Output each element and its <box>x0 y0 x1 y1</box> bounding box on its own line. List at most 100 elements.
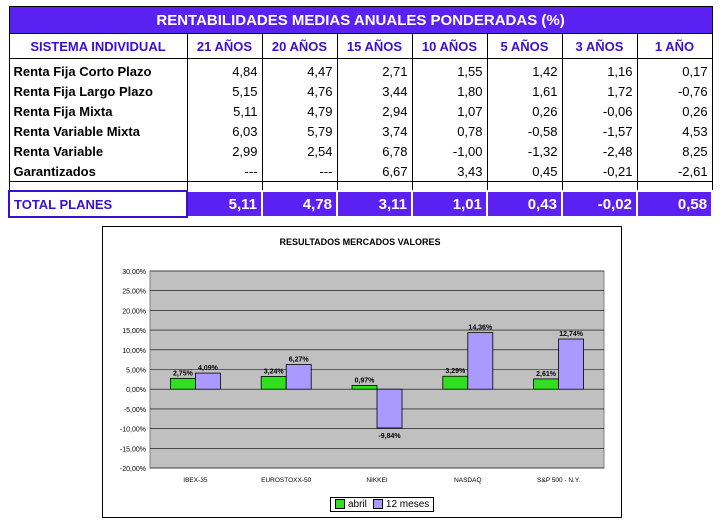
table-title-row: RENTABILIDADES MEDIAS ANUALES PONDERADAS… <box>8 6 713 34</box>
cell-value: 2,99 <box>186 141 263 161</box>
total-value: 0,43 <box>486 190 563 218</box>
cell-value: 0,26 <box>486 101 563 121</box>
category-label: NIKKEI <box>366 477 388 484</box>
data-label: 0,97% <box>355 377 376 384</box>
cell-value: -1,32 <box>486 141 563 161</box>
table-row: Renta Fija Largo Plazo 5,15 4,76 3,44 1,80 1,… <box>8 81 713 101</box>
cell-value: -1,00 <box>411 141 488 161</box>
bar-abril <box>260 376 287 390</box>
cell-value: 0,26 <box>636 101 713 121</box>
cell-value: -0,21 <box>561 161 638 182</box>
data-label: 3,29% <box>445 368 466 375</box>
cell-value: 4,84 <box>186 58 263 81</box>
data-label: 14,36% <box>468 325 493 332</box>
cell-value: 1,07 <box>411 101 488 121</box>
legend-item-12-meses: 12 meses <box>372 499 430 510</box>
y-tick-label: 10,00% <box>122 348 146 355</box>
bar-12-meses <box>558 338 585 390</box>
cell-value: 0,78 <box>411 121 488 141</box>
bar-12-meses <box>467 332 494 390</box>
bar-abril <box>170 377 196 390</box>
table-row: Renta Variable 2,99 2,54 6,78 -1,00 -1,32 -2,4… <box>8 141 713 161</box>
row-label: Renta Fija Largo Plazo <box>8 81 188 101</box>
market-results-chart: RESULTADOS MERCADOS VALORES 30,00% 25,00% 2… <box>102 226 622 518</box>
cell-value: 6,03 <box>186 121 263 141</box>
cell-value: -1,57 <box>561 121 638 141</box>
total-row: TOTAL PLANES 5,11 4,78 3,11 1,01 0,43 -0,02 0,5… <box>8 190 714 218</box>
category-label: IBEX-35 <box>183 477 208 484</box>
table-row: Renta Fija Corto Plazo 4,84 4,47 2,71 1,55 1,… <box>8 58 713 81</box>
y-tick-label: 5,00% <box>126 368 146 375</box>
header-col-4: 10 AÑOS <box>411 33 488 59</box>
table-spacer-row <box>8 181 713 192</box>
cell-value: -0,76 <box>636 81 713 101</box>
cell-value: 4,76 <box>261 81 338 101</box>
bar-12-meses <box>195 372 221 390</box>
legend-label-12-meses: 12 meses <box>385 499 430 510</box>
cell-value: 8,25 <box>636 141 713 161</box>
y-tick-label: -5,00% <box>124 407 146 414</box>
total-value: 1,01 <box>411 190 488 218</box>
table-header-row: SISTEMA INDIVIDUAL 21 AÑOS 20 AÑOS 15 AÑOS 1… <box>8 33 713 59</box>
cell-value: 5,79 <box>261 121 338 141</box>
header-col-7: 1 AÑO <box>636 33 713 59</box>
cell-value: 6,78 <box>336 141 413 161</box>
y-tick-label: -10,00% <box>120 427 146 434</box>
total-label: TOTAL PLANES <box>8 190 188 218</box>
y-tick-label: -20,00% <box>120 466 146 473</box>
legend-swatch-12-meses <box>372 499 383 510</box>
row-label: Renta Fija Corto Plazo <box>8 58 188 81</box>
row-label: Renta Variable Mixta <box>8 121 188 141</box>
cell-value: 5,11 <box>186 101 263 121</box>
returns-table-container: RENTABILIDADES MEDIAS ANUALES PONDERADAS… <box>8 6 714 218</box>
data-label: 2,61% <box>536 371 557 378</box>
data-label: 2,75% <box>173 370 194 377</box>
y-tick-label: 20,00% <box>122 308 146 315</box>
total-value: 3,11 <box>336 190 413 218</box>
data-label: 6,27% <box>289 356 310 363</box>
table-row: Garantizados --- --- 6,67 3,43 0,45 -0,21 -2,61 <box>8 161 713 182</box>
y-tick-label: 0,00% <box>126 387 146 394</box>
data-label: 4,09% <box>198 365 219 372</box>
bar-12-meses <box>376 388 403 429</box>
data-label: 12,74% <box>559 331 584 338</box>
cell-value: 2,54 <box>261 141 338 161</box>
legend-label-abril: abril <box>348 499 367 510</box>
cell-value: 4,79 <box>261 101 338 121</box>
cell-value: --- <box>261 161 338 182</box>
header-col-3: 15 AÑOS <box>336 33 413 59</box>
cell-value: --- <box>186 161 263 182</box>
legend-item-abril: abril <box>335 499 367 510</box>
header-col-5: 5 AÑOS <box>486 33 563 59</box>
total-value: 0,58 <box>635 190 714 218</box>
bar-abril <box>351 384 378 390</box>
returns-table: RENTABILIDADES MEDIAS ANUALES PONDERADAS… <box>8 6 714 218</box>
cell-value: 3,44 <box>336 81 413 101</box>
cell-value: 1,42 <box>486 58 563 81</box>
cell-value: 0,17 <box>636 58 713 81</box>
cell-value: 2,94 <box>336 101 413 121</box>
cell-value: 3,74 <box>336 121 413 141</box>
cell-value: -0,58 <box>486 121 563 141</box>
cell-value: 1,72 <box>561 81 638 101</box>
bar-abril <box>533 378 560 390</box>
cell-value: 1,16 <box>561 58 638 81</box>
header-col-1: 21 AÑOS <box>186 33 263 59</box>
cell-value: 1,80 <box>411 81 488 101</box>
cell-value: 5,15 <box>186 81 263 101</box>
legend-swatch-abril <box>335 499 345 510</box>
data-label: 3,24% <box>264 368 285 375</box>
cell-value: 0,45 <box>486 161 563 182</box>
total-value: -0,02 <box>561 190 638 218</box>
chart-canvas: RESULTADOS MERCADOS VALORES 30,00% 25,00% 2… <box>120 237 605 484</box>
y-tick-label: 15,00% <box>122 328 146 335</box>
row-label: Garantizados <box>8 161 188 182</box>
cell-value: -0,06 <box>561 101 638 121</box>
chart-legend: abril 12 meses <box>330 497 435 512</box>
header-col-2: 20 AÑOS <box>261 33 338 59</box>
chart-title: RESULTADOS MERCADOS VALORES <box>279 237 440 247</box>
row-label: Renta Variable <box>8 141 188 161</box>
header-sistema-individual: SISTEMA INDIVIDUAL <box>8 33 188 59</box>
cell-value: -2,48 <box>561 141 638 161</box>
category-label: NASDAQ <box>454 477 481 484</box>
